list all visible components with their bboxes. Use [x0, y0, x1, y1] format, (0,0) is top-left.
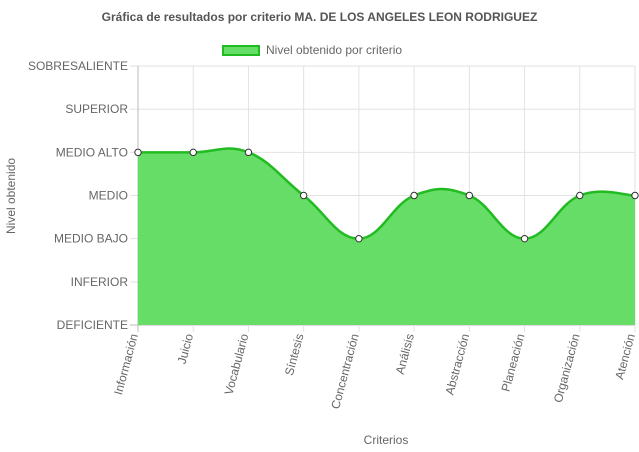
- legend-label: Nivel obtenido por criterio: [266, 43, 403, 57]
- y-axis-title: Nivel obtenido: [4, 157, 18, 234]
- chart-title: Gráfica de resultados por criterio MA. D…: [101, 10, 538, 24]
- series-area: [138, 148, 635, 325]
- y-tick-label: SOBRESALIENTE: [28, 59, 128, 73]
- legend-swatch: [222, 44, 260, 56]
- y-tick-label: MEDIO ALTO: [56, 145, 128, 159]
- x-tick-label: Síntesis: [282, 332, 307, 377]
- x-tick-label: Información: [111, 332, 141, 396]
- data-point: [299, 191, 308, 200]
- x-tick-label: Abstracción: [442, 332, 472, 396]
- x-tick-label: Vocabulario: [222, 332, 252, 397]
- data-point: [244, 148, 253, 157]
- x-tick-label: Organización: [551, 332, 583, 404]
- series-line: [138, 147, 636, 240]
- data-point: [189, 148, 197, 157]
- y-tick-label: SUPERIOR: [65, 102, 128, 116]
- x-tick-label: Análisis: [393, 332, 417, 376]
- y-tick-label: DEFICIENTE: [57, 318, 128, 332]
- data-point: [134, 148, 142, 157]
- data-point: [576, 191, 584, 200]
- y-tick-label: MEDIO BAJO: [54, 232, 128, 246]
- y-tick-label: INFERIOR: [71, 275, 129, 289]
- data-point: [520, 234, 529, 243]
- x-tick-label: Concentración: [328, 332, 362, 410]
- x-tick-label: Atención: [612, 332, 638, 381]
- x-axis-title: Criterios: [363, 433, 409, 447]
- x-tick-label: Juicio: [175, 332, 197, 366]
- data-point: [410, 191, 418, 200]
- data-point: [631, 191, 639, 200]
- x-tick-label: Planeación: [499, 332, 528, 393]
- y-tick-label: MEDIO: [89, 189, 128, 203]
- legend[interactable]: Nivel obtenido por criterio: [222, 43, 402, 57]
- data-point: [355, 234, 363, 243]
- data-point: [465, 191, 474, 200]
